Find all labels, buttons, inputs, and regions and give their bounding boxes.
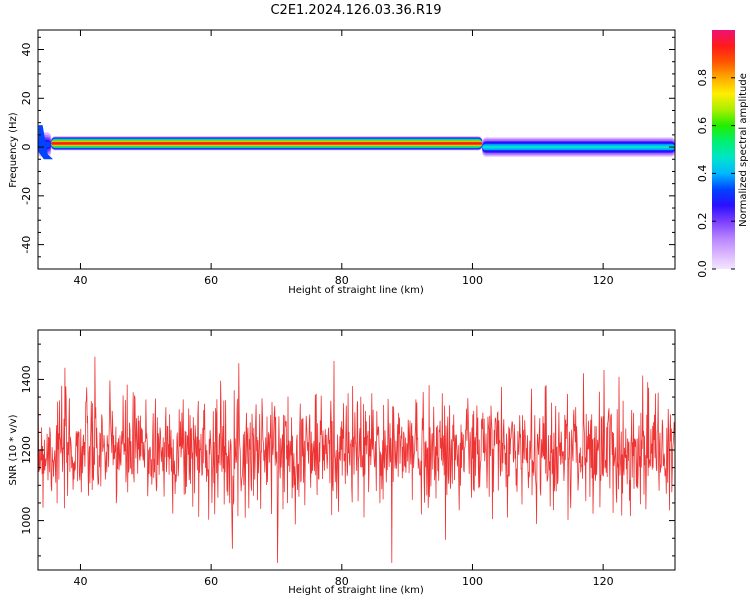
spectrogram-plot-area bbox=[38, 125, 675, 160]
colorbar-tick-label: 0.0 bbox=[696, 260, 709, 278]
spectrogram-x-label: Height of straight line (km) bbox=[288, 285, 424, 296]
x-tick-label: 120 bbox=[593, 274, 614, 287]
snr-y-label: SNR (10 * v/v) bbox=[8, 414, 19, 485]
x-tick-label: 60 bbox=[204, 274, 218, 287]
colorbar-tick-label: 0.2 bbox=[696, 212, 709, 230]
colorbar-axis: 0.0 0.2 0.4 0.6 0.8 bbox=[696, 69, 735, 278]
colorbar-tick-label: 0.6 bbox=[696, 117, 709, 135]
chart-title: C2E1.2024.126.03.36.R19 bbox=[270, 3, 441, 18]
colorbar-gradient bbox=[712, 30, 735, 269]
spectrogram-x-axis: 40 60 80 100 120 bbox=[73, 30, 614, 287]
y-tick-label: 40 bbox=[20, 43, 33, 57]
spectrogram-panel: 40 60 80 100 120 -40 -20 0 20 40 Height of strai… bbox=[8, 29, 676, 296]
y-tick-label: 20 bbox=[20, 91, 33, 105]
y-tick-label: -40 bbox=[20, 236, 33, 254]
snr-series-line bbox=[38, 340, 675, 563]
spectrogram-frame bbox=[37, 29, 676, 270]
colorbar-tick-label: 0.4 bbox=[696, 165, 709, 183]
colorbar-label: Normalized spectral amplitude bbox=[738, 73, 749, 227]
y-tick-label: -20 bbox=[20, 187, 33, 205]
x-tick-label: 80 bbox=[335, 274, 349, 287]
snr-y-axis: 1000 1200 1400 bbox=[20, 343, 675, 557]
spectrogram-y-label: Frequency (Hz) bbox=[8, 112, 19, 188]
y-tick-label: 1400 bbox=[20, 365, 33, 393]
spectrogram-y-axis: -40 -20 0 20 40 bbox=[20, 36, 675, 270]
x-tick-label: 60 bbox=[204, 575, 218, 588]
spectrogram-band-level bbox=[482, 145, 675, 149]
snr-panel: 40 60 80 100 120 1000 1200 1400 Height of stra… bbox=[8, 329, 676, 596]
spectrogram-band-level bbox=[51, 142, 483, 145]
y-tick-label: 1200 bbox=[20, 436, 33, 464]
x-tick-label: 120 bbox=[593, 575, 614, 588]
x-tick-label: 80 bbox=[335, 575, 349, 588]
x-tick-label: 40 bbox=[73, 575, 87, 588]
x-tick-label: 100 bbox=[462, 274, 483, 287]
x-tick-label: 100 bbox=[462, 575, 483, 588]
colorbar-tick-label: 0.8 bbox=[696, 69, 709, 87]
snr-x-label: Height of straight line (km) bbox=[288, 585, 424, 596]
snr-x-axis: 40 60 80 100 120 bbox=[73, 330, 614, 588]
colorbar: 0.0 0.2 0.4 0.6 0.8 Normalized spectral ampl… bbox=[696, 30, 749, 278]
y-tick-label: 1000 bbox=[20, 507, 33, 535]
spectrogram-transient bbox=[38, 125, 54, 160]
y-tick-label: 0 bbox=[20, 144, 33, 151]
x-tick-label: 40 bbox=[73, 274, 87, 287]
